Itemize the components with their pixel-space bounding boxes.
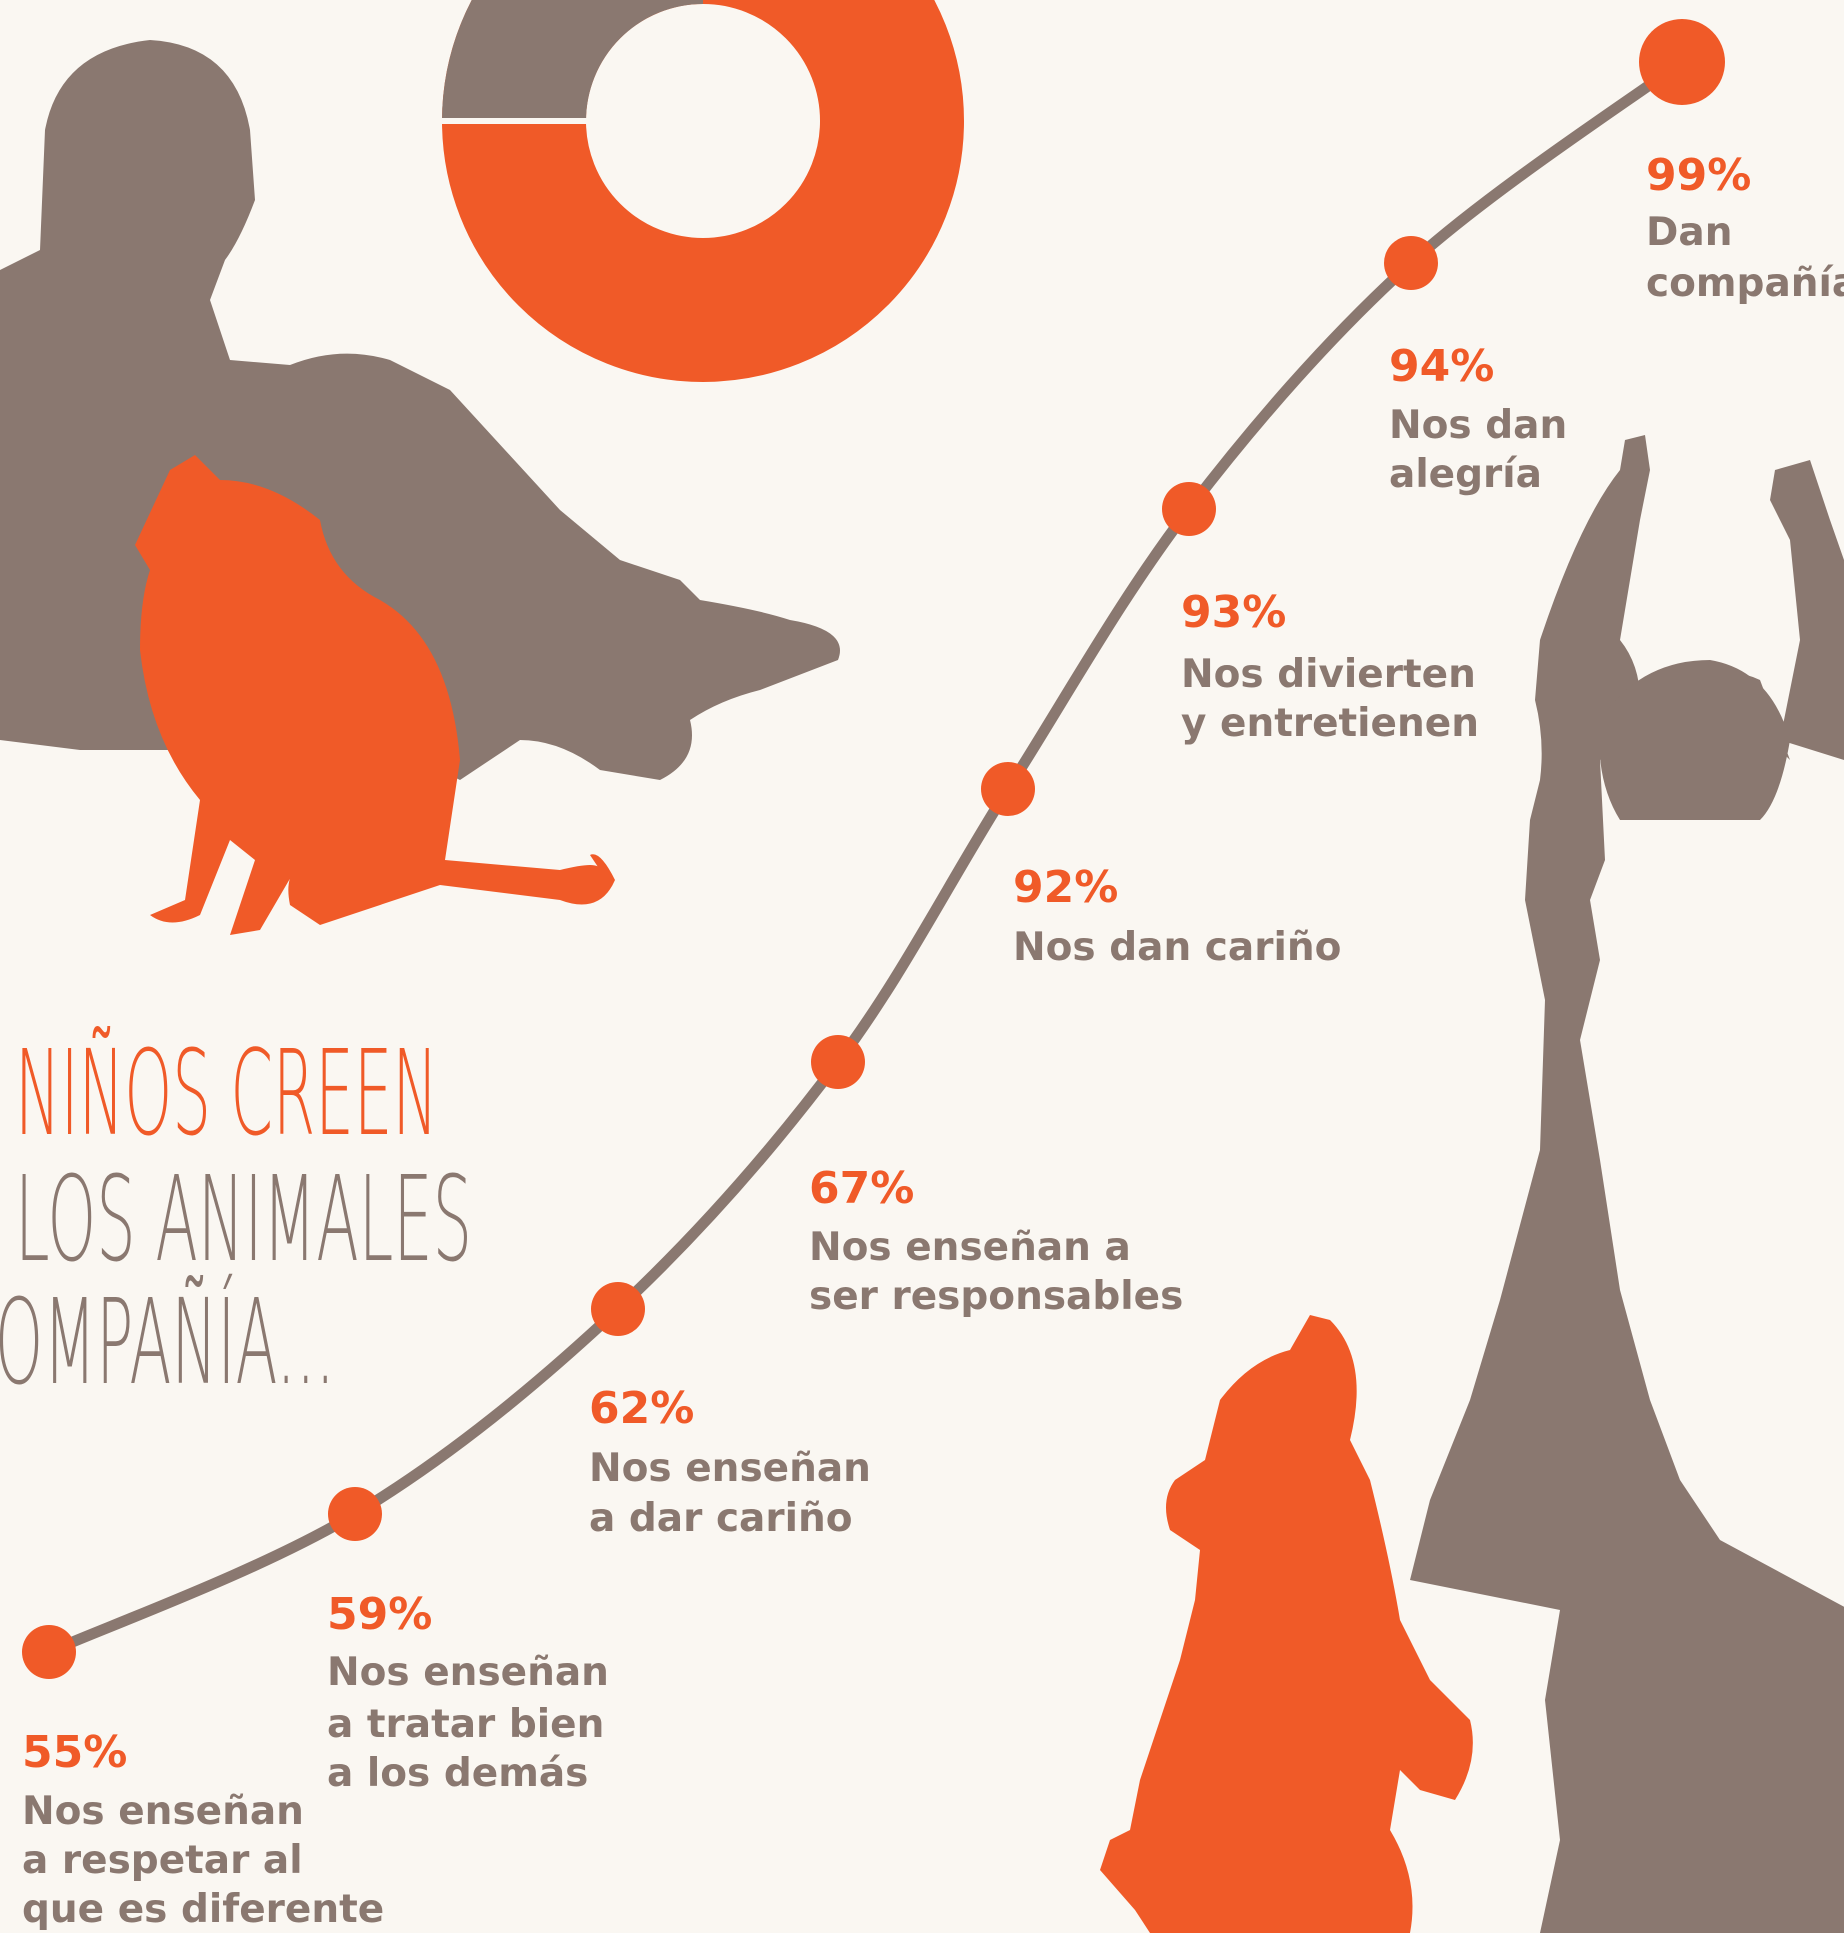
item-label: Nos enseñan a [809,1225,1131,1270]
point-dot [1162,482,1216,536]
item-percent: 55% [22,1727,127,1778]
item-label: Nos dan cariño [1013,925,1341,970]
item-label: a tratar bien [327,1702,604,1747]
point-dot [22,1625,76,1679]
item-label: Nos dan [1389,403,1567,448]
point-dot [1384,236,1438,290]
item-label: ser responsables [809,1274,1183,1319]
item-label: a respetar al [22,1838,303,1883]
item-label: alegría [1389,452,1542,497]
item-percent: 59% [327,1589,432,1640]
point-dot [591,1282,645,1336]
item-label: compañía [1646,261,1844,306]
point-dot [811,1035,865,1089]
item-percent: 94% [1389,341,1494,392]
title-line: LOS ANIMALES [15,1150,472,1288]
point-dot [328,1487,382,1541]
title-line: COMPAÑÍA... [0,1273,335,1411]
title-line: NIÑOS CREEN [15,1024,438,1162]
item-label: Nos enseñan [327,1650,609,1695]
item-percent: 99% [1646,150,1751,201]
item-percent: 92% [1013,862,1118,913]
item-label: Nos divierten [1181,652,1476,697]
point-dot [1639,19,1725,105]
item-percent: 67% [809,1163,914,1214]
item-label: a dar cariño [589,1496,853,1541]
item-label: Dan [1646,210,1732,255]
item-percent: 62% [589,1383,694,1434]
page: NIÑOS CREENLOS ANIMALESCOMPAÑÍA... 55% Nos… [0,0,1844,1933]
item-label: Nos enseñan [22,1789,304,1834]
item-label: Nos enseñan [589,1446,871,1491]
item-label: a los demás [327,1751,588,1796]
point-dot [981,762,1035,816]
item-percent: 93% [1181,587,1286,638]
item-label: que es diferente [22,1887,384,1932]
infographic: NIÑOS CREENLOS ANIMALESCOMPAÑÍA... 55% Nos… [0,0,1844,1933]
item-label: y entretienen [1181,701,1479,746]
